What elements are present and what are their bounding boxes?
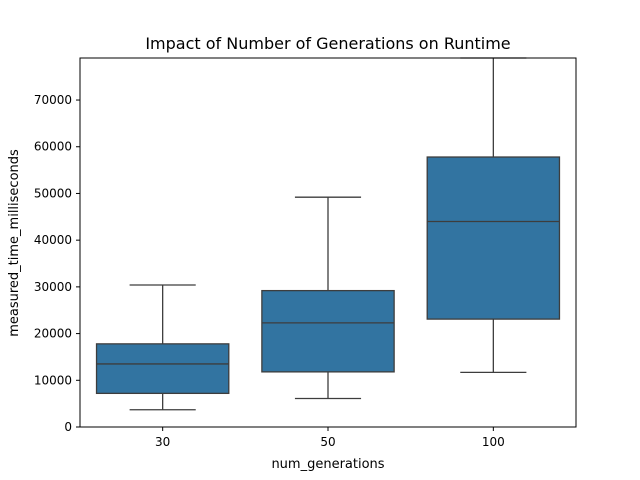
- box-iqr: [261, 289, 395, 373]
- y-axis-label: measured_time_milliseconds: [7, 149, 22, 337]
- box-group-100: [426, 57, 561, 374]
- y-tick-label: 60000: [34, 140, 72, 154]
- x-tick-label: 100: [482, 435, 505, 449]
- x-axis-label: num_generations: [271, 457, 384, 472]
- y-tick-label: 70000: [34, 93, 72, 107]
- box-iqr: [95, 343, 230, 395]
- box-group-30: [95, 284, 230, 411]
- y-tick-label: 40000: [34, 233, 72, 247]
- y-tick-label: 30000: [34, 280, 72, 294]
- x-tick-label: 50: [320, 435, 335, 449]
- chart-title: Impact of Number of Generations on Runti…: [145, 34, 510, 53]
- box-group-50: [261, 196, 395, 400]
- y-tick-label: 10000: [34, 373, 72, 387]
- y-tick-label: 20000: [34, 327, 72, 341]
- box-iqr: [426, 156, 561, 320]
- x-axis: 30 50 100: [155, 427, 505, 449]
- y-axis: 0 10000 20000 30000 40000 50000 60000 70000: [34, 93, 80, 434]
- y-tick-label: 0: [64, 420, 72, 434]
- y-tick-label: 50000: [34, 186, 72, 200]
- plot-content: [95, 57, 561, 411]
- x-tick-label: 30: [155, 435, 170, 449]
